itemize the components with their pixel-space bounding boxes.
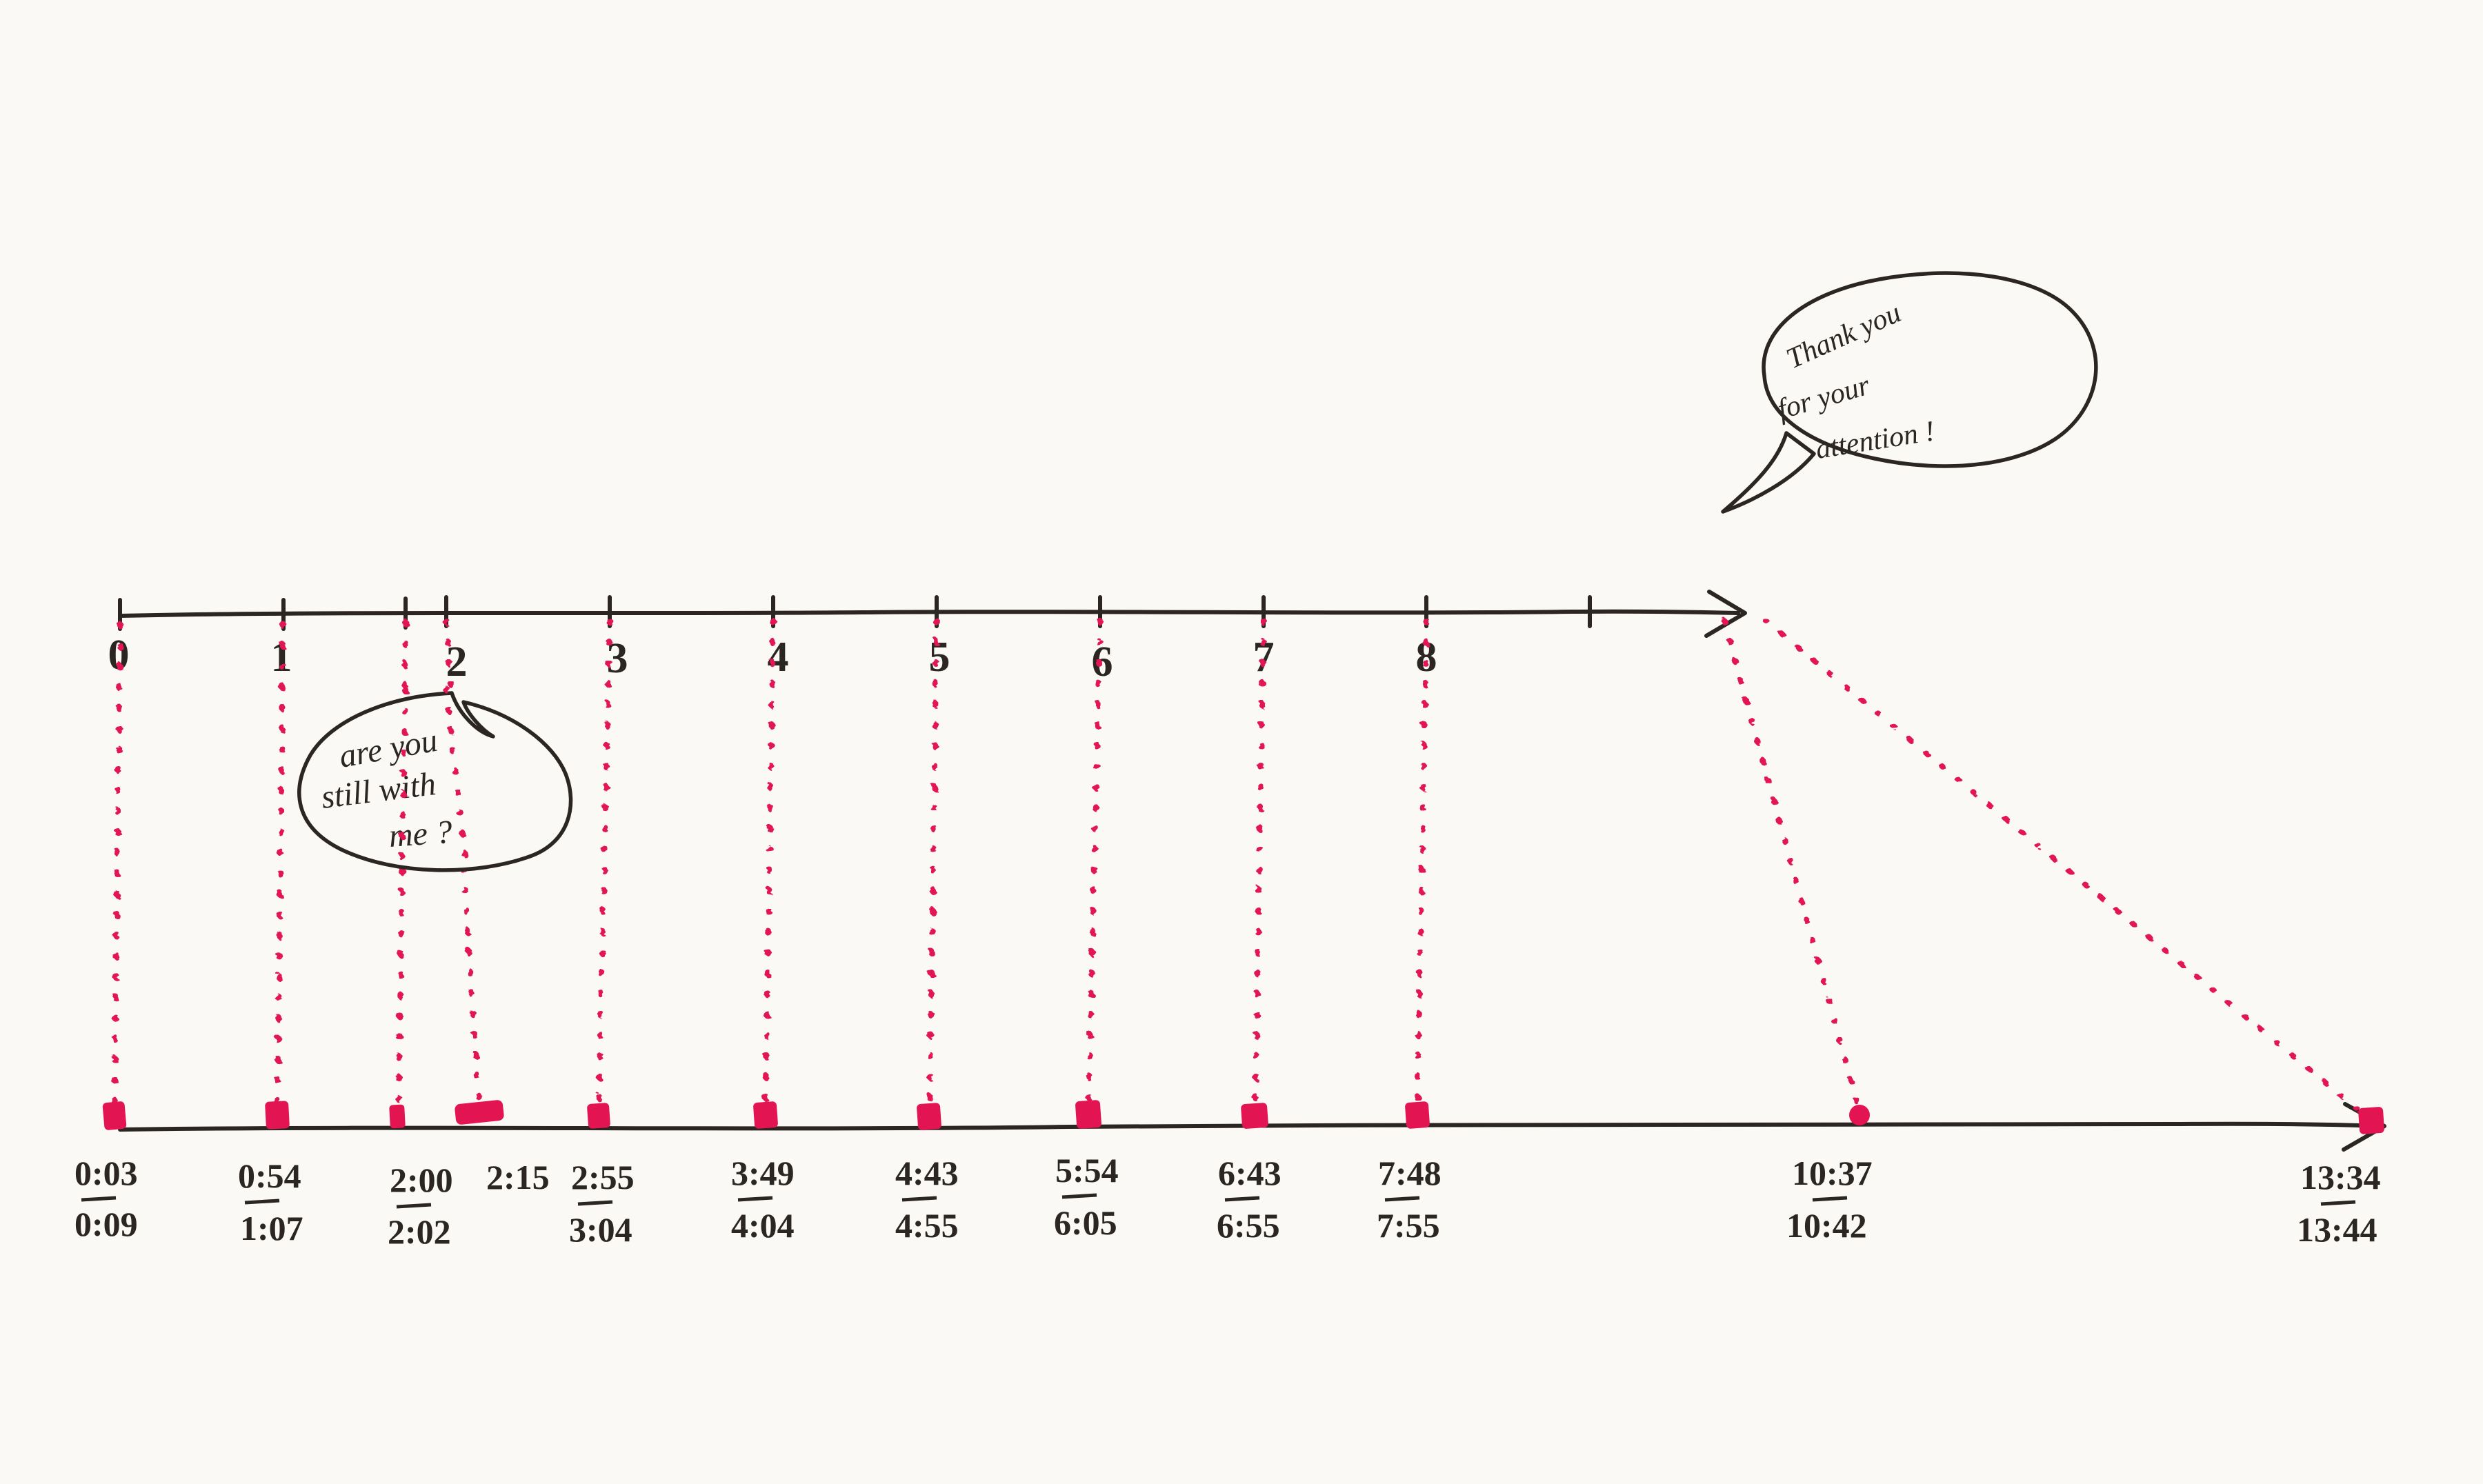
svg-text:7:55: 7:55 (1377, 1206, 1440, 1245)
svg-text:4:43: 4:43 (895, 1154, 959, 1192)
svg-text:4:55: 4:55 (895, 1206, 959, 1245)
svg-text:7:48: 7:48 (1378, 1154, 1442, 1192)
svg-text:3:04: 3:04 (569, 1210, 632, 1249)
svg-text:6:05: 6:05 (1054, 1203, 1117, 1242)
svg-text:1:07: 1:07 (240, 1209, 303, 1247)
svg-text:13:44: 13:44 (2297, 1210, 2377, 1249)
svg-text:2:00: 2:00 (390, 1161, 453, 1199)
svg-text:6:43: 6:43 (1218, 1154, 1282, 1192)
svg-text:0:54: 0:54 (238, 1156, 301, 1195)
svg-text:2:55: 2:55 (571, 1158, 635, 1196)
svg-text:2:15: 2:15 (486, 1158, 550, 1196)
svg-text:13:34: 13:34 (2300, 1158, 2381, 1196)
svg-text:4:04: 4:04 (731, 1206, 795, 1245)
svg-text:0:03: 0:03 (74, 1154, 138, 1192)
svg-text:6: 6 (1092, 639, 1113, 685)
svg-text:0: 0 (108, 632, 130, 679)
svg-text:0:09: 0:09 (74, 1205, 138, 1243)
svg-text:5:54: 5:54 (1055, 1151, 1119, 1190)
svg-text:me ?: me ? (388, 814, 453, 854)
svg-text:6:55: 6:55 (1217, 1206, 1280, 1245)
svg-text:5: 5 (929, 634, 950, 681)
svg-text:10:37: 10:37 (1792, 1154, 1873, 1192)
svg-text:10:42: 10:42 (1786, 1206, 1867, 1245)
svg-text:3:49: 3:49 (731, 1154, 795, 1192)
svg-text:2:02: 2:02 (388, 1212, 451, 1251)
svg-text:1: 1 (271, 634, 292, 681)
